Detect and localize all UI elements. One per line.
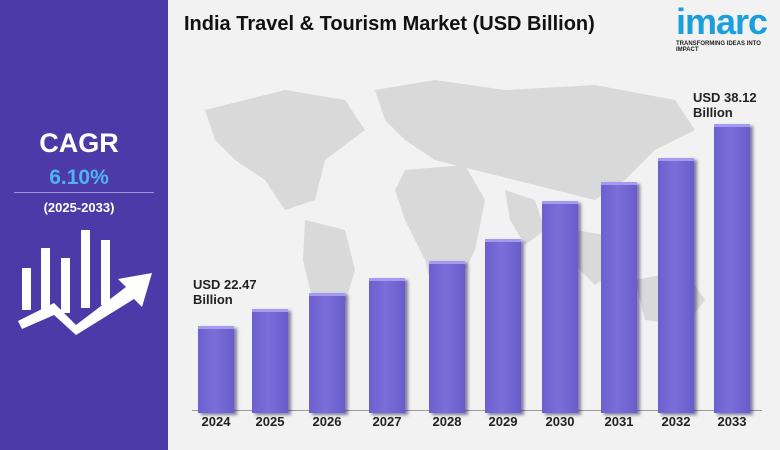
bar-2027	[369, 278, 405, 413]
divider	[14, 192, 154, 193]
x-tick-2033: 2033	[717, 414, 747, 429]
bar-2024	[198, 326, 234, 413]
bar-2032	[658, 158, 694, 413]
bar-2026	[309, 293, 345, 413]
x-tick-2031: 2031	[604, 414, 634, 429]
start-value-annotation: USD 22.47 Billion	[193, 277, 257, 307]
start-value: USD 22.47	[193, 277, 257, 292]
x-tick-2024: 2024	[201, 414, 231, 429]
start-unit: Billion	[193, 292, 233, 307]
cagr-value: 6.10%	[49, 166, 109, 189]
imarc-logo: imarc TRANSFORMING IDEAS INTO IMPACT	[676, 1, 780, 54]
end-value-annotation: USD 38.12 Billion	[693, 90, 757, 120]
x-axis	[192, 410, 762, 411]
x-tick-2029: 2029	[488, 414, 518, 429]
growth-chart-icon	[18, 230, 152, 335]
x-tick-2030: 2030	[545, 414, 575, 429]
end-unit: Billion	[693, 105, 733, 120]
bar-2028	[429, 261, 465, 413]
x-tick-2028: 2028	[432, 414, 462, 429]
bar-2030	[542, 201, 578, 413]
x-tick-2025: 2025	[255, 414, 285, 429]
bar-2029	[485, 239, 521, 413]
bar-2025	[252, 309, 288, 413]
cagr-period: (2025-2033)	[43, 200, 115, 215]
x-tick-2032: 2032	[661, 414, 691, 429]
cagr-panel: CAGR 6.10% (2025-2033)	[0, 0, 168, 450]
cagr-label: CAGR	[39, 128, 119, 158]
x-tick-2026: 2026	[312, 414, 342, 429]
x-tick-2027: 2027	[372, 414, 402, 429]
logo-tagline: TRANSFORMING IDEAS INTO IMPACT	[676, 41, 761, 53]
bar-2033	[714, 124, 750, 413]
chart-title: India Travel & Tourism Market (USD Billi…	[184, 13, 595, 35]
end-value: USD 38.12	[693, 90, 757, 105]
bar-2031	[601, 182, 637, 413]
logo-text: imarc	[676, 1, 768, 42]
